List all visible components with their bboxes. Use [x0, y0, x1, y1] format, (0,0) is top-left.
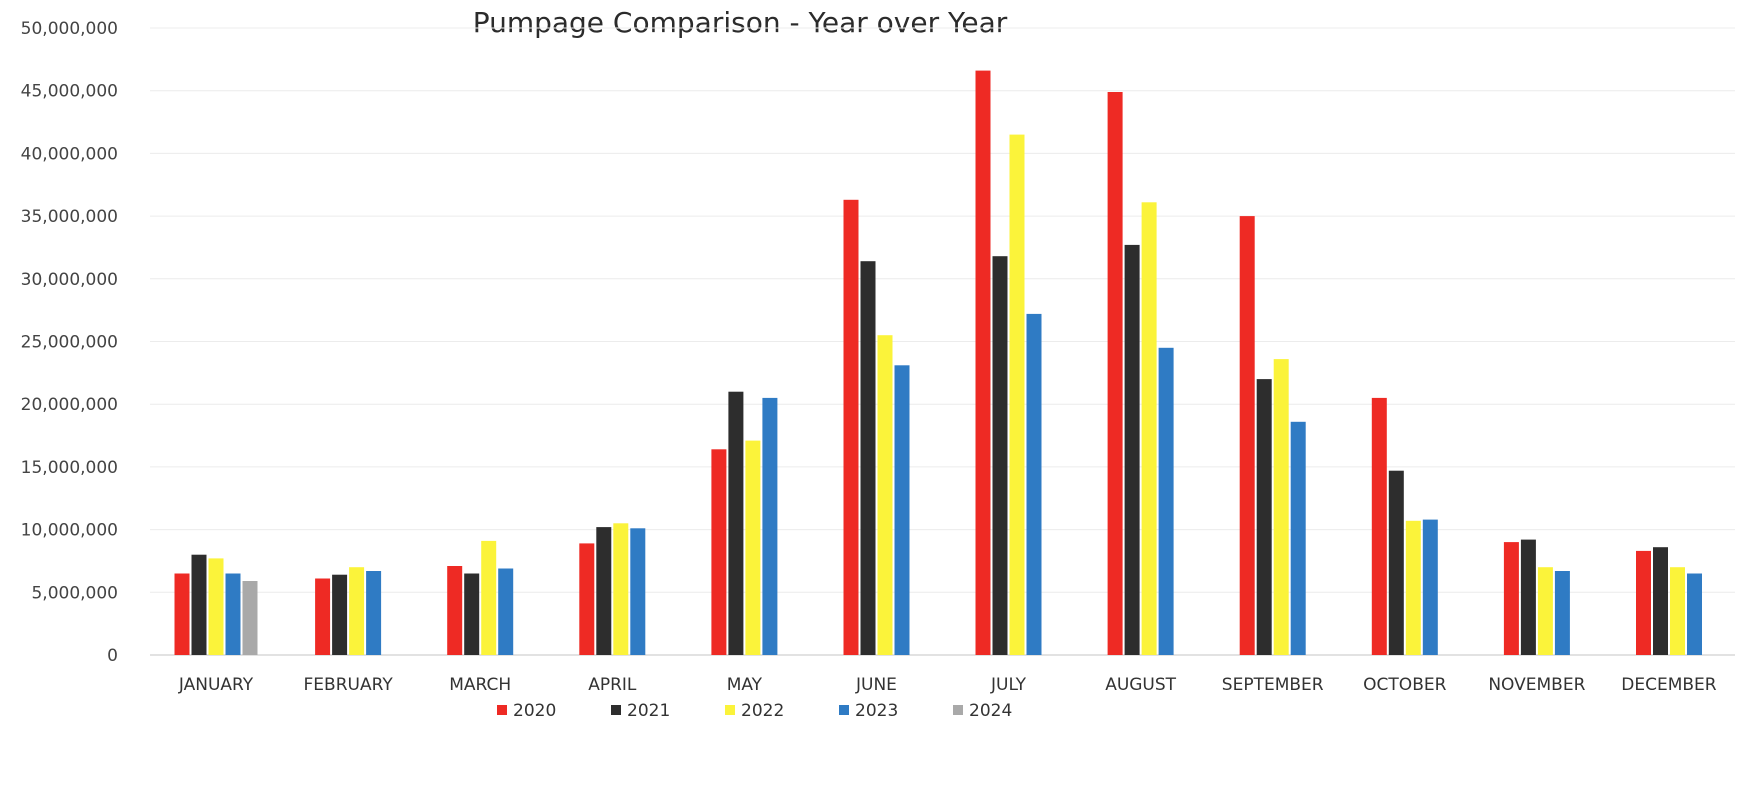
y-tick-label: 45,000,000	[21, 82, 118, 102]
bar-2021-july	[992, 256, 1008, 655]
bar-2020-july	[975, 70, 991, 656]
bar-2021-november	[1520, 539, 1536, 655]
y-tick-label: 5,000,000	[31, 583, 118, 603]
x-axis: JANUARY FEBRUARY MARCH APRIL MAY JUNE JULY AUGU…	[178, 675, 1717, 695]
bar-2020-march	[447, 566, 463, 655]
x-tick-label: MARCH	[449, 675, 511, 695]
x-tick-label: NOVEMBER	[1488, 675, 1585, 695]
y-tick-label: 50,000,000	[21, 19, 118, 39]
legend-swatch-2021	[611, 705, 621, 715]
bar-2023-may	[762, 397, 778, 655]
y-tick-label: 25,000,000	[21, 333, 118, 353]
bar-2022-january	[208, 558, 224, 655]
bar-2022-april	[613, 523, 629, 655]
bar-2021-august	[1124, 244, 1140, 655]
bar-2021-may	[728, 391, 744, 655]
bar-2023-march	[498, 568, 514, 655]
y-tick-label: 20,000,000	[21, 395, 118, 415]
bar-2023-february	[366, 571, 382, 655]
legend-label-2022: 2022	[741, 701, 784, 721]
bars	[174, 70, 1702, 656]
legend-swatch-2024	[953, 705, 963, 715]
bar-2022-august	[1141, 202, 1157, 656]
bar-2023-july	[1026, 313, 1042, 655]
bar-2023-november	[1554, 571, 1570, 655]
x-tick-label: OCTOBER	[1363, 675, 1446, 695]
bar-2022-may	[745, 440, 761, 655]
bar-2022-november	[1537, 567, 1553, 655]
bar-2020-december	[1636, 550, 1651, 655]
bar-2022-march	[481, 540, 497, 655]
bar-2022-october	[1405, 520, 1421, 655]
gridlines	[150, 27, 1735, 656]
y-tick-label: 30,000,000	[21, 270, 118, 290]
legend-label-2020: 2020	[513, 701, 556, 721]
y-tick-label: 0	[107, 646, 118, 666]
x-tick-label: MAY	[727, 675, 763, 695]
bar-2021-june	[860, 261, 876, 655]
y-tick-label: 10,000,000	[21, 521, 118, 541]
legend-swatch-2020	[497, 705, 507, 715]
bar-2020-november	[1503, 542, 1519, 655]
bar-2022-december	[1670, 567, 1685, 655]
y-tick-label: 40,000,000	[21, 144, 118, 164]
legend: 2020 2021 2022 2023 2024	[497, 701, 1012, 721]
legend-label-2021: 2021	[627, 701, 670, 721]
x-tick-label: AUGUST	[1105, 675, 1176, 695]
bar-2023-april	[630, 528, 646, 655]
bar-2022-february	[349, 567, 365, 655]
bar-2020-january	[174, 573, 190, 655]
bar-2021-january	[191, 554, 207, 655]
bar-2023-january	[225, 573, 241, 655]
y-tick-label: 15,000,000	[21, 458, 118, 478]
bar-2020-august	[1107, 92, 1123, 655]
x-tick-label: FEBRUARY	[304, 675, 394, 695]
y-tick-label: 35,000,000	[21, 207, 118, 227]
bar-2021-december	[1653, 547, 1668, 655]
bar-2021-february	[332, 574, 348, 655]
bar-2023-june	[894, 365, 910, 655]
legend-swatch-2022	[725, 705, 735, 715]
bar-2020-june	[843, 199, 859, 656]
bar-2020-september	[1239, 216, 1255, 655]
bar-2023-october	[1422, 519, 1438, 655]
bar-2021-april	[596, 527, 612, 655]
legend-label-2023: 2023	[855, 701, 898, 721]
bar-2021-october	[1388, 470, 1404, 655]
x-tick-label: APRIL	[588, 675, 637, 695]
x-tick-label: DECEMBER	[1621, 675, 1717, 695]
bar-2020-october	[1371, 397, 1387, 655]
x-tick-label: JANUARY	[178, 675, 254, 695]
x-tick-label: JUNE	[855, 675, 897, 695]
x-tick-label: JULY	[990, 675, 1027, 695]
bar-2023-august	[1158, 347, 1174, 655]
y-axis: 0 5,000,000 10,000,000 15,000,000 20,000,000…	[21, 19, 118, 666]
bar-2024-january	[242, 581, 258, 655]
bar-2021-september	[1256, 379, 1272, 655]
bar-2021-march	[464, 573, 480, 655]
bar-2020-april	[579, 543, 595, 655]
x-tick-label: SEPTEMBER	[1222, 675, 1324, 695]
chart-title: Pumpage Comparison - Year over Year	[473, 6, 1008, 39]
bar-2022-july	[1009, 134, 1025, 656]
legend-swatch-2023	[839, 705, 849, 715]
bar-2020-february	[315, 578, 331, 655]
bar-2020-may	[711, 449, 727, 655]
bar-2022-june	[877, 335, 893, 655]
bar-2022-september	[1273, 359, 1289, 655]
legend-label-2024: 2024	[969, 701, 1012, 721]
bar-2023-december	[1687, 573, 1702, 655]
bar-2023-september	[1290, 421, 1306, 655]
